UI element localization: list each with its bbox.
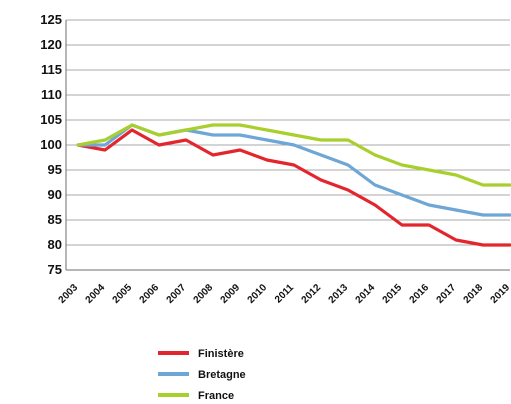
y-tick-label: 85 [48,212,62,227]
y-tick-label: 90 [48,187,62,202]
x-tick-label: 2010 [246,282,270,306]
x-tick-label: 2017 [435,282,459,306]
x-tick-label: 2016 [408,282,432,306]
legend-label: Bretagne [198,369,246,381]
y-tick-label: 105 [40,112,62,127]
x-tick-label: 2003 [57,282,81,306]
x-tick-label: 2012 [300,282,324,306]
x-tick-label: 2005 [111,282,135,306]
x-tick-label: 2014 [354,282,378,306]
x-tick-label: 2013 [327,282,351,306]
x-tick-label: 2015 [381,282,405,306]
series-line [76,128,511,247]
y-axis-tick-labels: 125 120 115 110 105 100 95 90 85 80 75 [40,12,62,277]
x-tick-label: 2007 [165,282,189,306]
y-tick-label: 80 [48,237,62,252]
series-line [76,123,511,187]
x-tick-label: 2008 [192,282,216,306]
y-tick-label: 110 [41,87,62,102]
x-tick-label: 2009 [219,282,243,306]
legend-label: Finistère [198,348,244,360]
y-tick-label: 120 [40,37,62,52]
y-tick-label: 100 [40,137,62,152]
x-tick-label: 2006 [138,282,162,306]
legend-label: France [198,390,234,402]
y-tick-label: 115 [41,62,62,77]
x-tick-label: 2019 [489,282,511,306]
y-tick-label: 125 [40,12,62,27]
axes [65,20,510,271]
x-tick-label: 2011 [273,282,296,305]
series-lines [76,123,511,247]
legend: Finistère Bretagne France [158,348,246,402]
x-tick-label: 2004 [84,282,108,306]
y-tick-label: 95 [48,162,62,177]
y-tick-label: 75 [48,262,62,277]
x-axis-tick-labels: 2003 2004 2005 2006 2007 2008 2009 2010 2011 2012… [57,282,511,306]
x-tick-label: 2018 [462,282,486,306]
